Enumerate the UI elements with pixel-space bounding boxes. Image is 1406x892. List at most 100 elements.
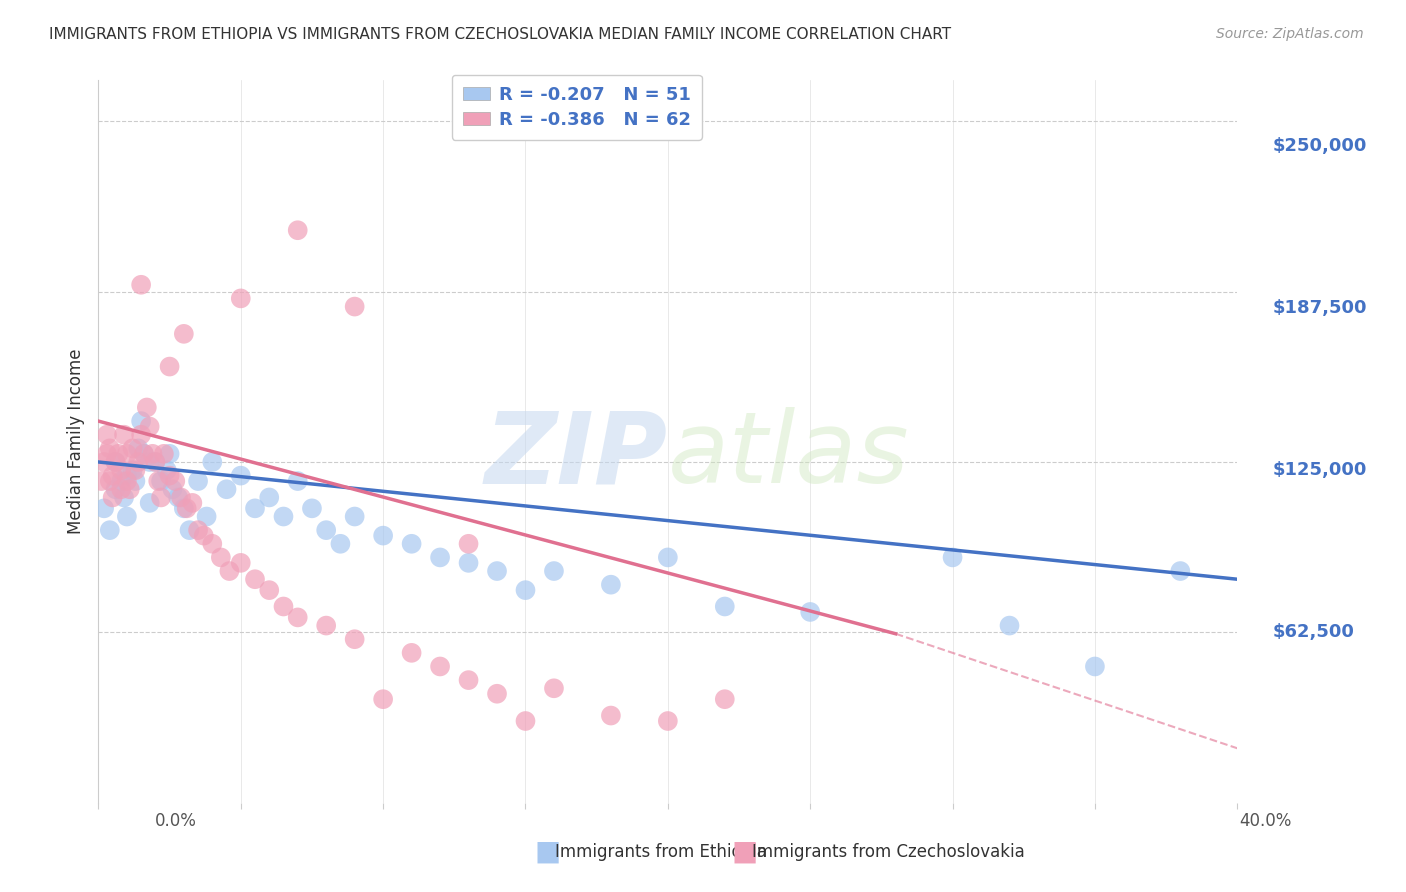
Point bbox=[98, 523, 121, 537]
Point bbox=[138, 496, 160, 510]
Point bbox=[515, 714, 537, 728]
Text: $250,000: $250,000 bbox=[1272, 136, 1367, 155]
Y-axis label: Median Family Income: Median Family Income bbox=[67, 349, 86, 534]
Point bbox=[401, 537, 423, 551]
Point bbox=[243, 501, 266, 516]
Point bbox=[457, 673, 479, 687]
Point bbox=[107, 447, 129, 461]
Point bbox=[229, 468, 252, 483]
Point bbox=[162, 482, 184, 496]
Point bbox=[714, 692, 737, 706]
Point bbox=[159, 447, 181, 461]
Point bbox=[96, 427, 118, 442]
Point bbox=[104, 482, 127, 496]
Point bbox=[193, 528, 215, 542]
Point bbox=[799, 605, 821, 619]
Text: Source: ZipAtlas.com: Source: ZipAtlas.com bbox=[1216, 27, 1364, 41]
Point bbox=[187, 523, 209, 537]
Point bbox=[287, 223, 309, 237]
Point bbox=[127, 442, 149, 456]
Legend: R = -0.207   N = 51, R = -0.386   N = 62: R = -0.207 N = 51, R = -0.386 N = 62 bbox=[451, 75, 702, 140]
Point bbox=[329, 537, 352, 551]
Point bbox=[1084, 659, 1107, 673]
Point bbox=[195, 509, 218, 524]
Point bbox=[657, 550, 679, 565]
Point bbox=[998, 618, 1021, 632]
Text: IMMIGRANTS FROM ETHIOPIA VS IMMIGRANTS FROM CZECHOSLOVAKIA MEDIAN FAMILY INCOME : IMMIGRANTS FROM ETHIOPIA VS IMMIGRANTS F… bbox=[49, 27, 952, 42]
Point bbox=[187, 474, 209, 488]
Point bbox=[457, 556, 479, 570]
Point bbox=[148, 474, 170, 488]
Point bbox=[132, 447, 155, 461]
Point bbox=[486, 687, 509, 701]
Point bbox=[429, 550, 451, 565]
Text: ■: ■ bbox=[534, 838, 561, 866]
Point bbox=[543, 681, 565, 696]
Point bbox=[209, 550, 232, 565]
Text: 0.0%: 0.0% bbox=[155, 812, 197, 830]
Point bbox=[138, 455, 160, 469]
Point bbox=[600, 577, 623, 591]
Point bbox=[124, 474, 146, 488]
Point bbox=[165, 474, 187, 488]
Point bbox=[150, 474, 173, 488]
Point bbox=[273, 599, 295, 614]
Text: 40.0%: 40.0% bbox=[1239, 812, 1292, 830]
Point bbox=[96, 447, 118, 461]
Point bbox=[115, 474, 138, 488]
Point bbox=[156, 463, 179, 477]
Point bbox=[115, 468, 138, 483]
Point bbox=[343, 300, 366, 314]
Point bbox=[714, 599, 737, 614]
Point bbox=[101, 491, 124, 505]
Point bbox=[173, 326, 195, 341]
Point bbox=[301, 501, 323, 516]
Point bbox=[229, 556, 252, 570]
Point bbox=[150, 491, 173, 505]
Point bbox=[600, 708, 623, 723]
Point bbox=[170, 491, 193, 505]
Point bbox=[287, 474, 309, 488]
Text: Immigrants from Ethiopia: Immigrants from Ethiopia bbox=[555, 843, 768, 861]
Text: ■: ■ bbox=[731, 838, 758, 866]
Point bbox=[115, 447, 138, 461]
Point bbox=[112, 427, 135, 442]
Point bbox=[145, 455, 167, 469]
Text: ZIP: ZIP bbox=[485, 408, 668, 505]
Point bbox=[135, 401, 157, 415]
Point bbox=[110, 474, 132, 488]
Point bbox=[343, 509, 366, 524]
Point bbox=[543, 564, 565, 578]
Point bbox=[112, 491, 135, 505]
Point bbox=[93, 501, 115, 516]
Point bbox=[259, 491, 281, 505]
Point bbox=[129, 427, 152, 442]
Point bbox=[429, 659, 451, 673]
Point bbox=[1170, 564, 1192, 578]
Point bbox=[110, 482, 132, 496]
Point bbox=[98, 474, 121, 488]
Point bbox=[201, 537, 224, 551]
Point bbox=[121, 463, 143, 477]
Point bbox=[167, 491, 190, 505]
Point bbox=[373, 528, 395, 542]
Text: $187,500: $187,500 bbox=[1272, 299, 1367, 317]
Point bbox=[115, 509, 138, 524]
Point bbox=[90, 474, 112, 488]
Point bbox=[141, 447, 163, 461]
Text: $125,000: $125,000 bbox=[1272, 461, 1367, 479]
Point bbox=[179, 523, 201, 537]
Point bbox=[124, 463, 146, 477]
Point bbox=[401, 646, 423, 660]
Point bbox=[153, 447, 176, 461]
Text: atlas: atlas bbox=[668, 408, 910, 505]
Point bbox=[159, 359, 181, 374]
Point bbox=[181, 496, 204, 510]
Point bbox=[229, 292, 252, 306]
Point bbox=[315, 523, 337, 537]
Point bbox=[127, 455, 149, 469]
Point bbox=[176, 501, 198, 516]
Point bbox=[138, 419, 160, 434]
Point bbox=[201, 455, 224, 469]
Point bbox=[121, 442, 143, 456]
